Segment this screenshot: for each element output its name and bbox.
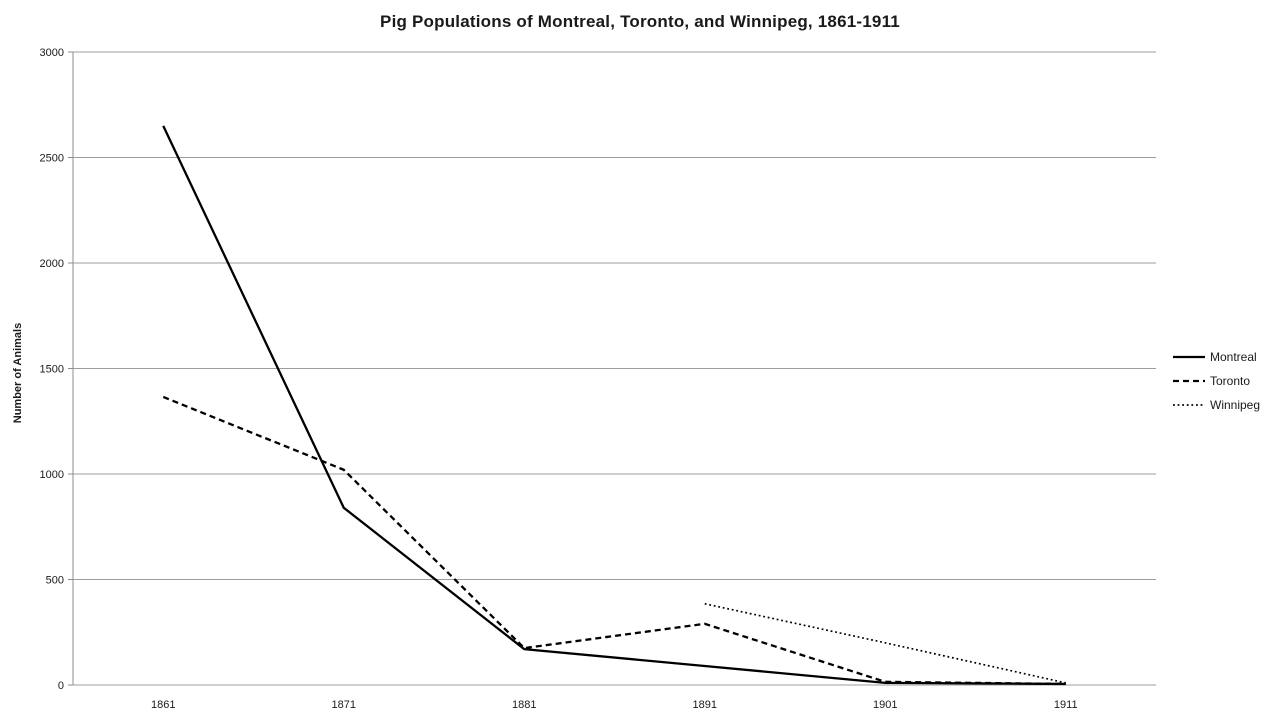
y-tick-label: 3000 bbox=[40, 47, 64, 59]
x-tick-label: 1881 bbox=[512, 699, 536, 711]
y-tick-label: 1500 bbox=[40, 364, 64, 376]
gridlines bbox=[73, 51, 1156, 686]
y-axis bbox=[68, 51, 74, 686]
chart-title: Pig Populations of Montreal, Toronto, an… bbox=[380, 12, 900, 31]
y-tick-label: 0 bbox=[58, 680, 64, 692]
y-tick-label: 2500 bbox=[40, 153, 64, 165]
legend: Montreal Toronto Winnipeg bbox=[1172, 345, 1260, 417]
x-tick-label: 1861 bbox=[151, 699, 175, 711]
legend-label: Toronto bbox=[1210, 374, 1251, 388]
y-tick-label: 1000 bbox=[40, 469, 64, 481]
x-tick-label: 1891 bbox=[693, 699, 717, 711]
legend-label: Montreal bbox=[1210, 350, 1257, 364]
x-tick-label: 1911 bbox=[1054, 699, 1078, 711]
legend-swatch-dashed-line-icon bbox=[1173, 379, 1205, 383]
legend-label: Winnipeg bbox=[1210, 398, 1261, 412]
y-tick-labels: 0 500 1000 1500 2000 2500 3000 bbox=[40, 47, 64, 692]
legend-swatch-solid-line-icon bbox=[1173, 355, 1205, 359]
y-tick-label: 500 bbox=[46, 575, 64, 587]
series-line-montreal bbox=[162, 125, 1066, 686]
x-tick-label: 1871 bbox=[332, 699, 356, 711]
legend-item-montreal: Montreal bbox=[1172, 345, 1260, 369]
series-line-toronto bbox=[162, 395, 1066, 686]
x-tick-label: 1901 bbox=[873, 699, 897, 711]
legend-item-toronto: Toronto bbox=[1172, 369, 1260, 393]
legend-item-winnipeg: Winnipeg bbox=[1172, 393, 1260, 417]
series-line-winnipeg bbox=[704, 602, 1066, 684]
legend-swatch-dotted-line-icon bbox=[1173, 404, 1205, 406]
x-tick-labels: 1861 1871 1881 1891 1901 1911 bbox=[151, 699, 1078, 711]
y-tick-label: 2000 bbox=[40, 258, 64, 270]
